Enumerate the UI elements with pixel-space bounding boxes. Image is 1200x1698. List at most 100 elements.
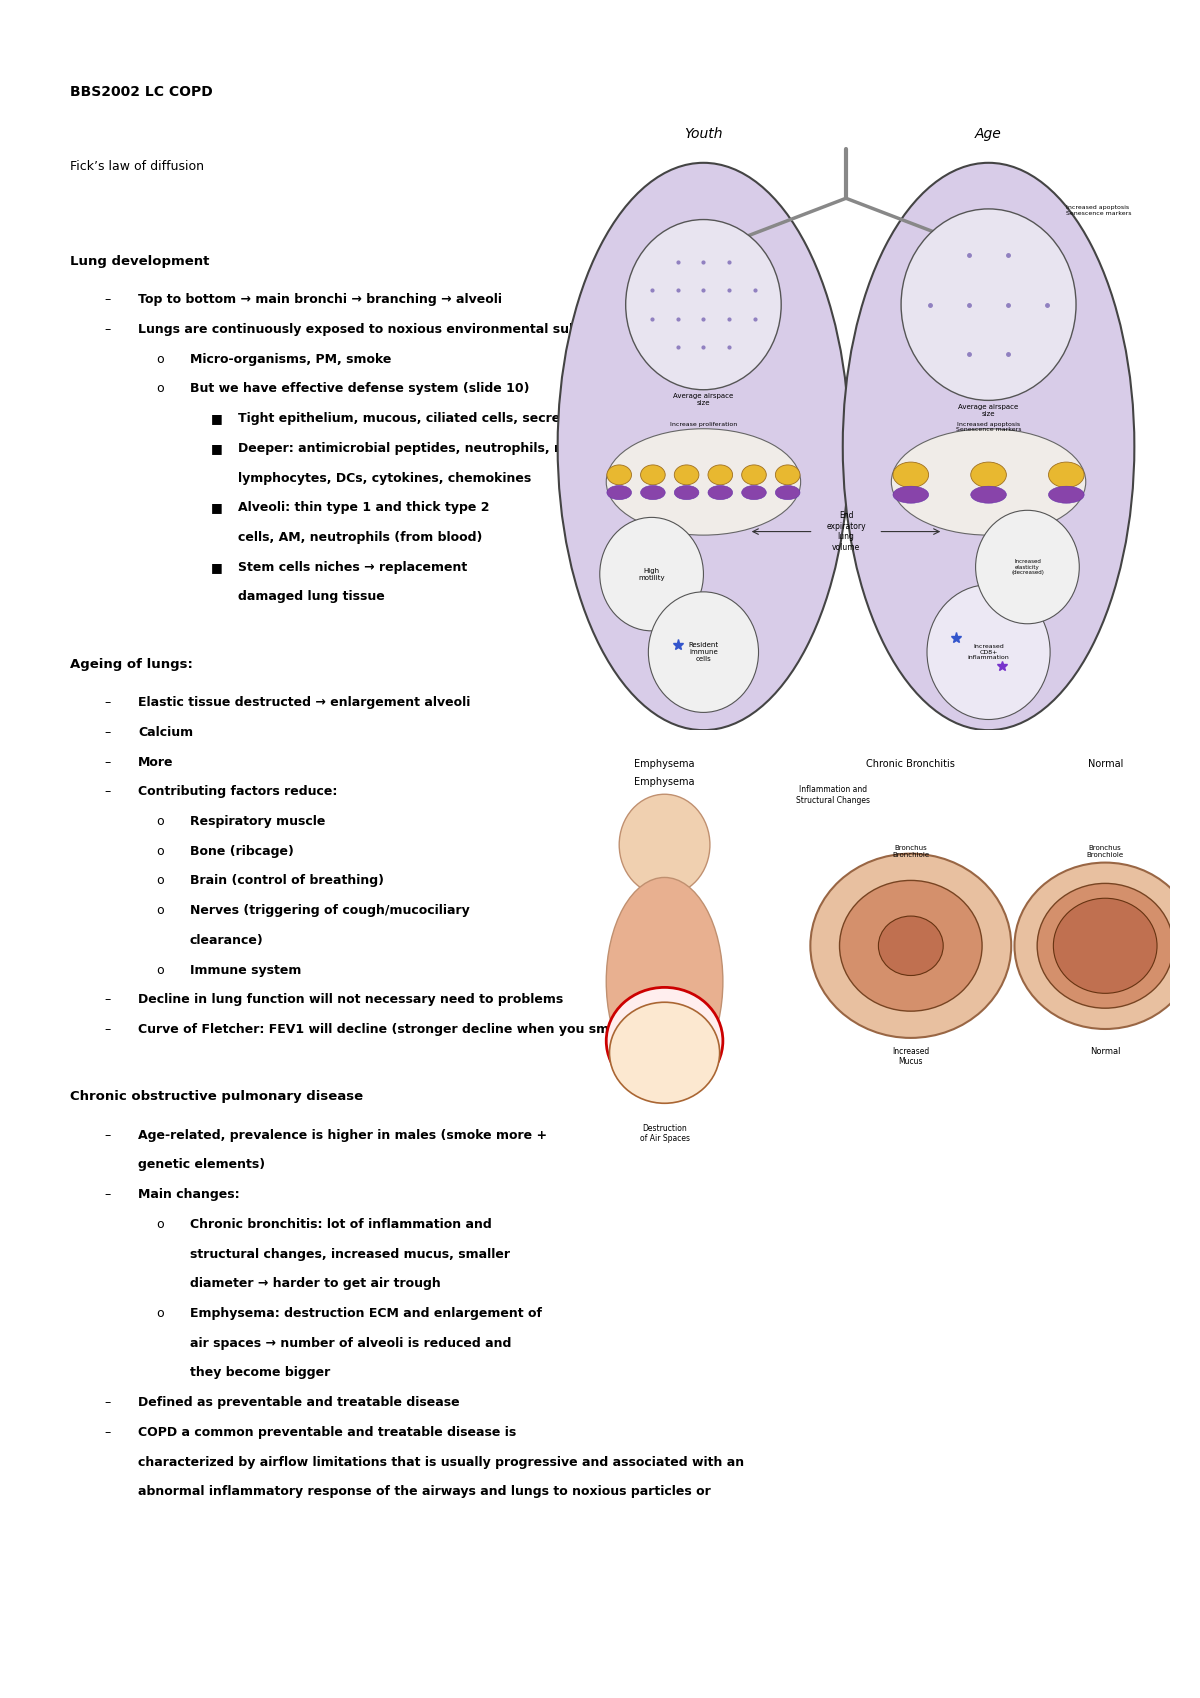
Ellipse shape: [1049, 462, 1084, 487]
Text: Main changes:: Main changes:: [138, 1189, 240, 1200]
Text: o: o: [156, 1217, 163, 1231]
Text: Normal: Normal: [1087, 759, 1123, 769]
Text: Respiratory muscle: Respiratory muscle: [190, 815, 325, 829]
Ellipse shape: [971, 462, 1007, 487]
Text: Age-related, prevalence is higher in males (smoke more +: Age-related, prevalence is higher in mal…: [138, 1129, 547, 1141]
Circle shape: [928, 584, 1050, 720]
Text: o: o: [156, 874, 163, 888]
Text: Alveoli: thin type 1 and thick type 2: Alveoli: thin type 1 and thick type 2: [238, 501, 490, 514]
Text: Inflammation and
Structural Changes: Inflammation and Structural Changes: [796, 786, 870, 805]
Text: ■: ■: [211, 441, 223, 455]
Ellipse shape: [606, 878, 722, 1085]
Ellipse shape: [607, 486, 631, 499]
Text: cells, AM, neutrophils (from blood): cells, AM, neutrophils (from blood): [238, 531, 482, 543]
Text: Increase proliferation: Increase proliferation: [670, 421, 737, 426]
Text: –: –: [104, 1129, 110, 1141]
Text: –: –: [104, 1426, 110, 1438]
Text: o: o: [156, 963, 163, 976]
Text: Chronic Bronchitis: Chronic Bronchitis: [866, 759, 955, 769]
Ellipse shape: [892, 430, 1086, 535]
Ellipse shape: [775, 486, 800, 499]
Text: Average airspace
size: Average airspace size: [959, 404, 1019, 418]
Text: structural changes, increased mucus, smaller: structural changes, increased mucus, sma…: [190, 1248, 510, 1260]
Text: Bone (ribcage): Bone (ribcage): [190, 844, 294, 857]
Circle shape: [976, 511, 1079, 623]
Text: Chronic obstructive pulmonary disease: Chronic obstructive pulmonary disease: [70, 1090, 362, 1104]
Ellipse shape: [1049, 486, 1084, 503]
Text: genetic elements): genetic elements): [138, 1158, 265, 1172]
Text: Bronchus
Bronchiole: Bronchus Bronchiole: [893, 846, 929, 857]
Text: Youth: Youth: [684, 127, 722, 141]
Circle shape: [1037, 883, 1174, 1009]
Ellipse shape: [619, 795, 710, 895]
Ellipse shape: [842, 163, 1134, 730]
Ellipse shape: [742, 465, 767, 484]
Ellipse shape: [775, 465, 800, 484]
Text: Destruction
of Air Spaces: Destruction of Air Spaces: [640, 1124, 690, 1143]
Ellipse shape: [674, 465, 698, 484]
Circle shape: [1014, 863, 1196, 1029]
Text: Age: Age: [976, 127, 1002, 141]
Text: Chronic bronchitis: lot of inflammation and: Chronic bronchitis: lot of inflammation …: [190, 1217, 491, 1231]
Text: Bronchus
Bronchiole: Bronchus Bronchiole: [1087, 846, 1123, 857]
Circle shape: [606, 988, 722, 1095]
Circle shape: [878, 917, 943, 976]
Ellipse shape: [742, 486, 767, 499]
Text: Tight epithelium, mucous, ciliated cells, secretory IgA: Tight epithelium, mucous, ciliated cells…: [238, 413, 616, 424]
Text: –: –: [104, 725, 110, 739]
Text: –: –: [104, 1022, 110, 1036]
Text: Emphysema: Emphysema: [635, 778, 695, 788]
Circle shape: [600, 518, 703, 632]
Text: air spaces → number of alveoli is reduced and: air spaces → number of alveoli is reduce…: [190, 1336, 511, 1350]
Text: Brain (control of breathing): Brain (control of breathing): [190, 874, 384, 888]
Text: Increased
Mucus: Increased Mucus: [892, 1046, 930, 1066]
Text: –: –: [104, 1396, 110, 1409]
Text: Calcium: Calcium: [138, 725, 193, 739]
Ellipse shape: [971, 486, 1007, 503]
Text: Micro-organisms, PM, smoke: Micro-organisms, PM, smoke: [190, 353, 391, 365]
Text: ■: ■: [211, 501, 223, 514]
Text: Deeper: antimicrobial peptides, neutrophils, macrophages,: Deeper: antimicrobial peptides, neutroph…: [238, 441, 653, 455]
Ellipse shape: [893, 462, 929, 487]
Text: Lung development: Lung development: [70, 255, 209, 268]
Ellipse shape: [708, 486, 732, 499]
Text: Emphysema: Emphysema: [635, 759, 695, 769]
Text: o: o: [156, 903, 163, 917]
Ellipse shape: [674, 486, 698, 499]
Ellipse shape: [893, 486, 929, 503]
Text: –: –: [104, 294, 110, 306]
Text: Increased apoptosis
Senescence markers: Increased apoptosis Senescence markers: [1067, 205, 1132, 216]
Ellipse shape: [641, 486, 665, 499]
Text: Nerves (triggering of cough/mucociliary: Nerves (triggering of cough/mucociliary: [190, 903, 469, 917]
Ellipse shape: [708, 465, 732, 484]
Ellipse shape: [641, 465, 665, 484]
Text: Defined as preventable and treatable disease: Defined as preventable and treatable dis…: [138, 1396, 460, 1409]
Text: Contributing factors reduce:: Contributing factors reduce:: [138, 784, 337, 798]
Text: –: –: [104, 756, 110, 769]
Text: Stem cells niches → replacement: Stem cells niches → replacement: [238, 560, 467, 574]
Circle shape: [901, 209, 1076, 401]
Circle shape: [625, 219, 781, 391]
Text: –: –: [104, 993, 110, 1007]
Text: Increased
CD8+
inflammation: Increased CD8+ inflammation: [967, 644, 1009, 661]
Text: o: o: [156, 844, 163, 857]
Text: Top to bottom → main bronchi → branching → alveoli: Top to bottom → main bronchi → branching…: [138, 294, 502, 306]
Text: Normal: Normal: [1090, 1046, 1121, 1056]
Text: characterized by airflow limitations that is usually progressive and associated : characterized by airflow limitations tha…: [138, 1455, 744, 1469]
Circle shape: [810, 854, 1012, 1037]
Text: –: –: [104, 1189, 110, 1200]
Text: damaged lung tissue: damaged lung tissue: [238, 591, 384, 603]
Text: Curve of Fletcher: FEV1 will decline (stronger decline when you smoke): Curve of Fletcher: FEV1 will decline (st…: [138, 1022, 640, 1036]
Circle shape: [1054, 898, 1157, 993]
Text: Resident
immune
cells: Resident immune cells: [689, 642, 719, 662]
Text: More: More: [138, 756, 174, 769]
Text: Increased apoptosis
Senescence markers: Increased apoptosis Senescence markers: [956, 421, 1021, 433]
Text: Decline in lung function will not necessary need to problems: Decline in lung function will not necess…: [138, 993, 563, 1007]
Text: –: –: [104, 784, 110, 798]
Ellipse shape: [558, 163, 850, 730]
Text: –: –: [104, 323, 110, 336]
Text: lymphocytes, DCs, cytokines, chemokines: lymphocytes, DCs, cytokines, chemokines: [238, 472, 530, 484]
Text: clearance): clearance): [190, 934, 263, 947]
Text: Fick’s law of diffusion: Fick’s law of diffusion: [70, 161, 204, 173]
Text: Average airspace
size: Average airspace size: [673, 394, 733, 406]
